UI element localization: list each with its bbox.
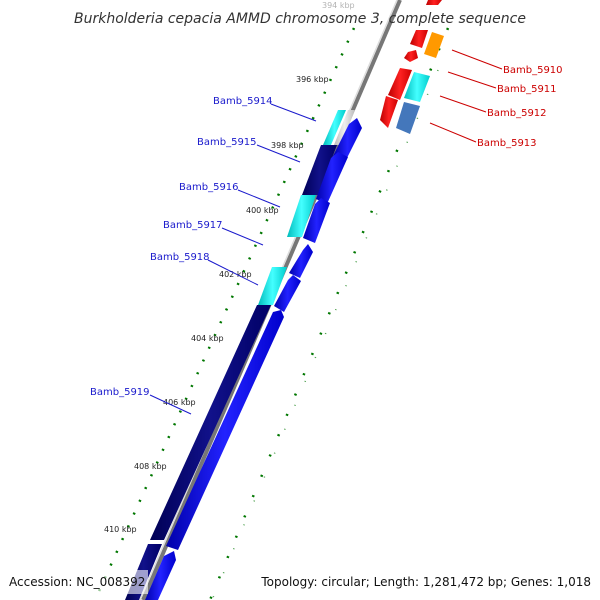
gene-block-5916[interactable] (287, 195, 316, 237)
gene-block-5912[interactable] (404, 72, 430, 102)
cds-arrow-5920[interactable] (145, 551, 176, 600)
cds-arrow-5916[interactable] (303, 198, 330, 243)
accession-text: Accession: NC_008392 (9, 575, 145, 589)
gene-label-group-reverse (149, 103, 317, 415)
gene-block-5914[interactable] (323, 110, 346, 145)
gene-label-5914[interactable]: Bamb_5914 (213, 96, 273, 107)
gene-block-5914-grey[interactable] (334, 110, 355, 145)
cds-arrow-5911[interactable] (404, 50, 418, 62)
gene-label-5917[interactable]: Bamb_5917 (163, 220, 223, 231)
tick-label-408: 408 kbp (134, 462, 167, 471)
cds-arrow-5909[interactable] (426, 0, 442, 5)
tick-label-398: 398 kbp (271, 141, 304, 150)
gene-label-5918[interactable]: Bamb_5918 (150, 252, 210, 263)
cds-arrow-5910[interactable] (410, 30, 428, 48)
tick-label-396: 396 kbp (296, 75, 329, 84)
inner-tick-arc (208, 27, 450, 600)
gene-block-5910[interactable] (424, 32, 444, 58)
cds-arrow-5914[interactable] (333, 118, 362, 162)
cds-arrow-5912[interactable] (388, 68, 412, 100)
gene-label-5910[interactable]: Bamb_5910 (503, 65, 563, 76)
gene-label-5919[interactable]: Bamb_5919 (90, 387, 150, 398)
gene-block-5918[interactable] (258, 267, 287, 305)
topology-text: Topology: circular; Length: 1,281,472 bp… (260, 575, 591, 589)
gene-block-5919[interactable] (150, 305, 271, 540)
cds-arrow-5913[interactable] (380, 96, 398, 128)
tick-label-402: 402 kbp (219, 270, 252, 279)
tick-label-400: 400 kbp (246, 206, 279, 215)
outer-tick-arc (93, 27, 356, 600)
map-title: Burkholderia cepacia AMMD chromosome 3, … (74, 11, 526, 27)
cds-arrow-5918[interactable] (274, 275, 301, 312)
gene-label-5916[interactable]: Bamb_5916 (179, 182, 239, 193)
gene-block-5915[interactable] (302, 145, 337, 195)
cds-arrow-5919[interactable] (166, 310, 284, 550)
gene-label-5913[interactable]: Bamb_5913 (477, 138, 537, 149)
gene-label-5915[interactable]: Bamb_5915 (197, 137, 257, 148)
tick-label-410: 410 kbp (104, 525, 137, 534)
tick-label-406: 406 kbp (163, 398, 196, 407)
cds-arrow-5915[interactable] (316, 152, 348, 204)
gene-block-5913[interactable] (396, 102, 420, 134)
tick-label-404: 404 kbp (191, 334, 224, 343)
gene-label-group-forward (429, 49, 503, 143)
tick-label-394: 394 kbp (322, 1, 355, 10)
cds-arrow-5917[interactable] (289, 244, 313, 278)
gene-label-5911[interactable]: Bamb_5911 (497, 84, 557, 95)
gene-label-5912[interactable]: Bamb_5912 (487, 108, 547, 119)
